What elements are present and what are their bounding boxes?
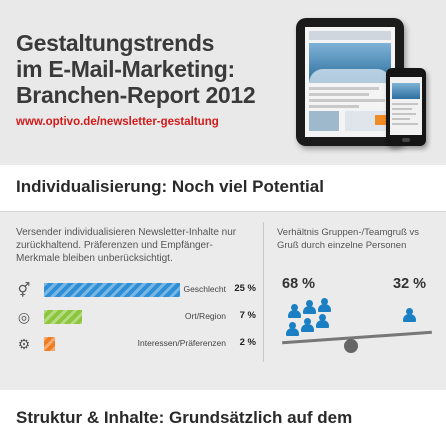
person-icon — [301, 318, 314, 332]
globe-icon: ◎ — [17, 309, 31, 325]
gender-icon: ⚥ — [17, 282, 31, 298]
website-link[interactable]: www.optivo.de/newsletter-gestaltung — [16, 116, 219, 128]
ratio-value-label: 68 % — [282, 276, 316, 292]
bar-row: ◎ Ort/Region 7 % — [16, 307, 256, 327]
individualization-panel: Versender individualisieren Newsletter-I… — [0, 211, 446, 371]
ratio-value-label: 32 % — [393, 276, 427, 292]
section-title: Individualisierung: Noch viel Potential — [16, 177, 324, 196]
bar-label: Interessen/Präferenzen — [137, 338, 226, 348]
person-icon — [303, 300, 316, 314]
phone-illustration — [386, 68, 426, 146]
tablet-illustration — [296, 18, 404, 146]
seesaw-fulcrum — [344, 339, 358, 353]
bar — [44, 283, 180, 297]
divider — [263, 222, 264, 362]
person-icon — [318, 298, 331, 312]
bar-row: ⚥ Geschlecht 25 % — [16, 280, 256, 300]
bar-label: Geschlecht — [183, 284, 226, 294]
person-icon — [403, 308, 416, 322]
section-header: Struktur & Inhalte: Grundsätzlich auf de… — [0, 390, 446, 441]
bar-value-label: 25 % — [234, 283, 256, 294]
section-title: Struktur & Inhalte: Grundsätzlich auf de… — [16, 408, 353, 427]
section-header: Individualisierung: Noch viel Potential — [0, 165, 446, 211]
gear-icon: ⚙ — [17, 336, 31, 352]
title-line: Branchen-Report 2012 — [16, 82, 256, 108]
header: Gestaltungstrends im E-Mail-Marketing: B… — [0, 0, 446, 160]
bar-row: ⚙ Interessen/Präferenzen 2 % — [16, 334, 256, 354]
person-icon — [316, 314, 329, 328]
person-icon — [288, 304, 301, 318]
bar-value-label: 7 % — [239, 310, 256, 321]
bar — [44, 337, 55, 351]
right-description: Verhältnis Gruppen-/Teamgruß vs Gruß dur… — [277, 227, 420, 251]
left-description: Versender individualisieren Newsletter-I… — [16, 227, 237, 264]
bar — [44, 310, 83, 324]
bar-label: Ort/Region — [184, 311, 226, 321]
title-line: Gestaltungstrends — [16, 30, 215, 56]
person-icon — [286, 322, 299, 336]
bar-value-label: 2 % — [239, 337, 256, 348]
page-title: Gestaltungstrends im E-Mail-Marketing: B… — [16, 30, 316, 108]
title-line: im E-Mail-Marketing: — [16, 56, 235, 82]
